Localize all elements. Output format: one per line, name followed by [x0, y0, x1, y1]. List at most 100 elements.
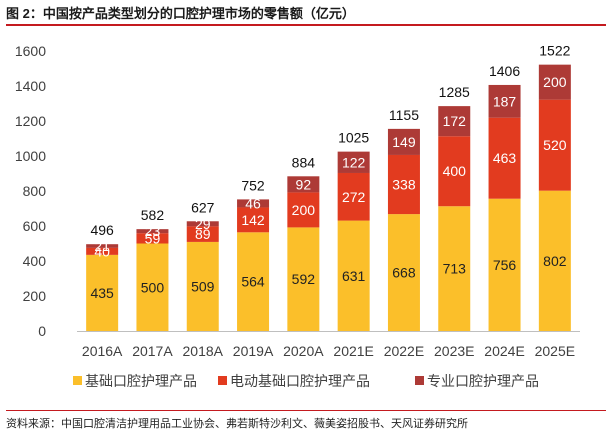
bar-segment-1	[86, 254, 119, 331]
bar-group-2025E: 802 520 200 1522	[538, 43, 571, 331]
x-axis: 2016A 2017A 2018A 2019A 2020A 2021E 2022E 2023E…	[77, 331, 580, 359]
bar-segment-1	[488, 198, 521, 331]
y-tick-label: 0	[38, 323, 46, 339]
bar-segment-1	[237, 232, 270, 331]
total-label: 496	[90, 222, 114, 238]
total-label: 1522	[539, 43, 570, 59]
data-label: 200	[543, 74, 567, 90]
data-label: 463	[493, 150, 517, 166]
total-label: 1155	[389, 107, 419, 123]
source-rule	[6, 410, 606, 411]
y-tick-label: 1600	[15, 43, 46, 59]
bar-group-2024E: 756 463 187 1406	[488, 63, 521, 331]
x-tick-label: 2021E	[333, 343, 373, 359]
data-label: 23	[145, 223, 161, 239]
total-label: 1025	[338, 130, 369, 146]
legend: 基础口腔护理产品 电动基础口腔护理产品 专业口腔护理产品	[73, 373, 539, 389]
y-axis: 0 200 400 600 800 1000 1200 1400 1600	[15, 43, 46, 339]
bar-segment-3	[438, 106, 471, 137]
source-note: 资料来源：中国口腔清洁护理用品工业协会、弗若斯特沙利文、薇美姿招股书、天风证券研…	[6, 418, 468, 430]
bar-segment-3	[488, 84, 521, 118]
bar-segment-2	[538, 99, 571, 191]
bar-group-2020A: 592 200 92 884	[287, 154, 320, 331]
data-label: 149	[392, 134, 416, 150]
bar-segment-2	[186, 226, 219, 242]
stacked-bar-chart: 0 200 400 600 800 1000 1200 1400 1600 4354021496…	[15, 43, 580, 389]
bar-segment-1	[438, 206, 471, 331]
bar-group-2021E: 631 272 122 1025	[337, 130, 370, 331]
data-label: 21	[94, 238, 110, 254]
y-tick-label: 1400	[15, 78, 46, 94]
y-tick-label: 1200	[15, 113, 46, 129]
y-tick-label: 400	[23, 253, 47, 269]
data-label: 46	[245, 195, 261, 211]
x-tick-label: 2023E	[434, 343, 474, 359]
data-label: 500	[141, 279, 165, 295]
data-label: 338	[392, 177, 416, 193]
data-label: 509	[191, 278, 215, 294]
x-tick-label: 2020A	[283, 343, 324, 359]
data-label: 59	[145, 230, 161, 246]
y-tick-label: 1000	[15, 148, 46, 164]
bar-segment-1	[337, 220, 370, 331]
data-label: 187	[493, 93, 517, 109]
legend-item-1: 基础口腔护理产品	[73, 373, 197, 389]
x-tick-label: 2017A	[132, 343, 173, 359]
bar-segment-3	[136, 229, 169, 234]
bar-segment-1	[136, 243, 169, 331]
bar-segment-2	[337, 172, 370, 221]
x-tick-label: 2022E	[384, 343, 424, 359]
bar-segment-3	[287, 176, 320, 193]
title-rule	[6, 24, 606, 26]
bar-group-2023E: 713 400 172 1285	[438, 84, 471, 331]
x-tick-label: 2019A	[233, 343, 274, 359]
data-label: 272	[342, 189, 366, 205]
x-tick-label: 2016A	[82, 343, 123, 359]
bar-segment-2	[237, 207, 270, 233]
bar-segment-2	[86, 247, 119, 255]
data-label: 668	[392, 265, 416, 281]
bar-segment-3	[237, 199, 270, 208]
legend-label: 电动基础口腔护理产品	[230, 373, 370, 389]
x-tick-label: 2024E	[484, 343, 524, 359]
data-label: 520	[543, 137, 567, 153]
legend-swatch	[415, 376, 424, 385]
data-label: 756	[493, 257, 517, 273]
bar-segment-3	[538, 64, 571, 100]
legend-swatch	[218, 376, 227, 385]
x-tick-label: 2025E	[535, 343, 575, 359]
data-label: 142	[241, 212, 265, 228]
bar-segment-3	[387, 128, 420, 155]
data-label: 713	[443, 261, 467, 277]
x-tick-label: 2018A	[183, 343, 224, 359]
data-label: 435	[90, 285, 114, 301]
data-label: 200	[292, 202, 316, 218]
data-label: 92	[296, 176, 312, 192]
legend-item-3: 专业口腔护理产品	[415, 373, 539, 389]
bar-segment-2	[488, 117, 521, 199]
legend-item-2: 电动基础口腔护理产品	[218, 373, 370, 389]
data-label: 564	[241, 274, 265, 290]
bar-segment-3	[86, 244, 119, 248]
total-label: 884	[292, 154, 316, 170]
bar-group-2022E: 668 338 149 1155	[387, 107, 420, 331]
y-tick-label: 800	[23, 183, 47, 199]
data-label: 122	[342, 154, 366, 170]
total-label: 752	[241, 177, 265, 193]
bar-segment-3	[186, 221, 219, 227]
bar-segment-2	[287, 192, 320, 228]
bar-segment-3	[337, 151, 370, 173]
y-tick-label: 200	[23, 288, 47, 304]
legend-label: 专业口腔护理产品	[427, 373, 539, 389]
figure-title: 图 2：中国按产品类型划分的口腔护理市场的零售额（亿元）	[6, 6, 355, 21]
bar-segment-1	[186, 241, 219, 331]
data-label: 802	[543, 253, 567, 269]
data-label: 29	[195, 216, 211, 232]
data-label: 631	[342, 268, 366, 284]
bar-segment-2	[387, 154, 420, 215]
data-label: 400	[443, 163, 467, 179]
total-label: 1406	[489, 63, 520, 79]
bar-segment-1	[287, 227, 320, 331]
